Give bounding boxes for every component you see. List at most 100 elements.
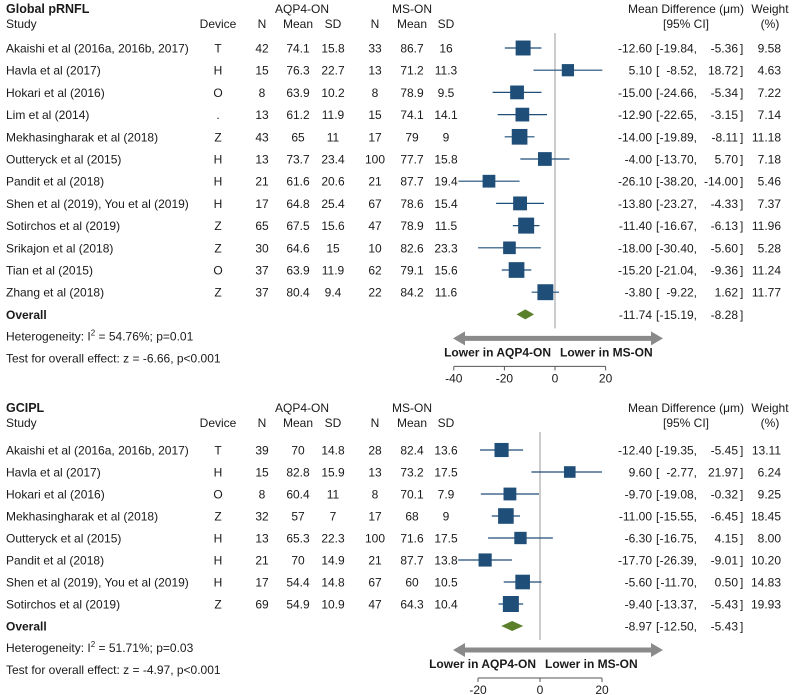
arrow-left-label: Lower in AQP4-ON [429,657,536,671]
md-header: Mean Difference (μm) [628,401,744,415]
arrow-left-label: Lower in AQP4-ON [444,345,551,359]
n1-value: 42 [255,42,269,56]
ci-lower-value: -16.75, [660,532,697,546]
ci-lower-value: -13.37, [660,598,697,612]
sd2-value: 14.1 [434,108,458,122]
overall-md-value: -11.74 [619,308,652,322]
n2-value: 8 [372,86,379,100]
ci-open-bracket: [ [656,64,660,78]
sd2-value: 10.5 [434,576,458,590]
ci-open-bracket: [ [656,510,660,524]
n1-value: 32 [255,510,269,524]
sd2-value: 15.6 [434,264,458,278]
study-name: Pandit et al (2018) [6,175,104,189]
overall-ci-close: ] [740,308,743,322]
n2-value: 67 [368,197,382,211]
ci-open-bracket: [ [656,175,660,189]
effect-square [498,508,514,524]
sd2-value: 9.5 [438,86,455,100]
study-row: Mekhasingharak et al (2018) Z 43 65 11 17 79 9 -… [6,128,781,145]
mean1-value: 65 [291,130,305,144]
device-value: Z [214,241,221,255]
heterogeneity-text: Heterogeneity: I2 = 51.71%; p=0.03 [6,640,194,655]
ci-close-bracket: ] [740,576,743,590]
study-name: Mekhasingharak et al (2018) [6,130,158,144]
ci-upper-value: -8.11 [712,130,739,144]
weight-value: 14.83 [751,576,781,590]
n2-value: 22 [368,286,382,300]
mean1-value: 76.3 [286,64,310,78]
ci-open-bracket: [ [656,286,660,300]
ci-close-bracket: ] [740,64,743,78]
ci-close-bracket: ] [740,286,743,300]
sd2-value: 7.9 [438,488,455,502]
ci-lower-value: -19.84, [660,42,697,56]
weight-value: 9.25 [758,488,782,502]
md-value: -3.80 [625,286,653,300]
arrow-right-label: Lower in MS-ON [545,657,638,671]
effect-square [511,128,528,145]
overall-diamond [501,621,524,631]
n1-value: 43 [255,130,269,144]
sd1-value: 11.9 [322,264,345,278]
weight-value: 7.22 [758,86,782,100]
md-value: -15.20 [618,264,652,278]
study-name: Akaishi et al (2016a, 2016b, 2017) [6,444,189,458]
weight-value: 11.96 [752,219,781,233]
sd1-value: 22.7 [321,64,345,78]
ci-lower-value: -16.67, [660,219,697,233]
sd1-value: 7 [330,510,337,524]
device-value: Z [214,510,221,524]
ci-upper-value: 1.62 [715,286,739,300]
ci-lower-value: -19.35, [660,444,697,458]
md-value: 9.60 [629,466,653,480]
study-row: Zhang et al (2018) Z 37 80.4 9.4 22 84.2 11.6 -3… [6,284,781,301]
study-name: Sotirchos et al (2019) [6,598,120,612]
weight-value: 10.20 [751,554,781,568]
effect-square [513,196,528,211]
n2-value: 13 [368,64,382,78]
ci-upper-value: -6.13 [711,219,739,233]
ci-open-bracket: [ [656,576,660,590]
effect-square [494,442,509,458]
ci-open-bracket: [ [656,153,660,167]
ci-lower-value: -11.70, [661,576,697,590]
sd1-value: 10.2 [321,86,345,100]
right-arrow-head [651,331,663,346]
mean2-value: 68 [405,510,419,524]
n2-value: 13 [368,466,382,480]
mean2-value: 78.6 [400,197,424,211]
effect-square [538,152,552,166]
ci-close-bracket: ] [740,488,743,502]
mean2-value: 70.1 [400,488,424,502]
device-value: Z [214,286,221,300]
ci-lower-value: -19.08, [660,488,697,502]
weight-value: 13.11 [752,444,781,458]
mean1-value: 57 [291,510,305,524]
ci-open-bracket: [ [656,241,660,255]
forest-panel-gcipl: GCIPL AQP4-ON MS-ON Mean Difference (μm) Wei… [6,401,789,695]
n2-col-header: N [371,17,380,31]
effect-square [502,596,519,612]
n2-value: 17 [368,510,382,524]
md-value: -14.00 [618,130,652,144]
n1-value: 69 [255,598,269,612]
mean1-value: 64.8 [286,197,310,211]
ci-upper-value: -6.45 [711,510,739,524]
ci-close-bracket: ] [740,510,743,524]
study-name: Hokari et al (2016) [6,488,105,502]
study-row: Akaishi et al (2016a, 2016b, 2017) T 39 70 1… [6,442,781,458]
n1-value: 13 [255,153,269,167]
mean2-value: 82.6 [400,241,424,255]
n2-value: 47 [368,219,382,233]
overall-effect-text: Test for overall effect: z = -4.97, p<0.… [6,663,221,677]
weight-unit-header: (%) [761,416,780,430]
ci-close-bracket: ] [740,86,743,100]
weight-value: 7.37 [758,197,782,211]
md-value: 5.10 [629,64,653,78]
study-name: Tian et al (2015) [6,264,93,278]
n1-col-header: N [258,416,267,430]
md-value: -5.60 [625,576,653,590]
study-row: Havla et al (2017) H 15 82.8 15.9 13 73.2 17.5 9… [6,466,781,480]
ci-lower-value: -19.89, [660,130,697,144]
